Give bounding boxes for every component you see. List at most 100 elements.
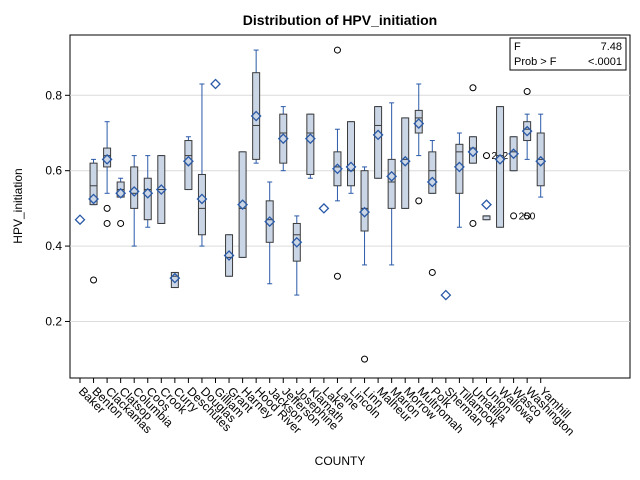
mean-marker (440, 289, 452, 301)
outlier-point (103, 219, 111, 227)
mean-marker (250, 110, 262, 122)
mean-marker (372, 129, 384, 141)
box-group-yamhill (535, 113, 547, 198)
box-group-sherman (440, 289, 452, 301)
box-group-lake (318, 202, 330, 214)
box-group-baker (74, 214, 86, 226)
box-group-curry (169, 271, 181, 289)
mean-marker (386, 170, 398, 182)
box-group-grant (223, 234, 235, 277)
box (238, 151, 247, 258)
box-group-klamath (304, 113, 316, 179)
outlier-point (333, 272, 341, 280)
box-group-jefferson (277, 106, 289, 172)
box (496, 106, 505, 228)
mean-marker (318, 202, 330, 214)
box (333, 151, 342, 187)
box-group-jackson (264, 181, 276, 285)
box-group-benton (88, 158, 99, 284)
box-group-coos (142, 155, 154, 228)
mean-marker (345, 161, 357, 173)
mean-marker (196, 193, 208, 205)
mean-marker (101, 153, 113, 165)
box-group-malheur (372, 106, 384, 179)
outlier-point (483, 152, 490, 160)
box (265, 200, 274, 243)
box-group-wallowa (494, 106, 506, 228)
mean-marker (535, 155, 547, 167)
mean-marker (494, 153, 506, 165)
box (428, 151, 437, 194)
mean-marker (426, 176, 438, 188)
y-axis-ticks: 0.2 0.4 0.6 0.8 (45, 88, 70, 328)
box (374, 106, 383, 179)
outlier-point (523, 88, 531, 96)
box-group-hood-river (250, 49, 262, 164)
mean-marker (88, 193, 99, 205)
box-group-marion (386, 102, 398, 266)
box (197, 173, 206, 236)
mean-marker (115, 187, 127, 199)
box-group-josephine (291, 215, 303, 296)
box-group-clackamas (101, 121, 113, 227)
box (306, 113, 315, 175)
y-axis-label: HPV_initiation (11, 168, 25, 243)
mean-marker (481, 199, 492, 211)
box-group-umatilla (467, 84, 479, 227)
mean-marker (304, 133, 316, 145)
box-group-linn (359, 166, 370, 363)
box-group-lincoln (345, 121, 357, 194)
plot-frame (69, 34, 631, 379)
mean-marker (237, 199, 249, 211)
outlier-point (469, 84, 477, 92)
mean-marker (155, 184, 167, 195)
outlier-label: 250 (519, 211, 536, 222)
stats-f-label: F (514, 41, 521, 53)
x-axis-label: COUNTY (315, 454, 366, 468)
box (292, 222, 301, 262)
box-group-wasco: 250 (508, 136, 536, 222)
mean-marker (291, 236, 303, 248)
box-group-deschutes (182, 136, 194, 191)
mean-marker (169, 272, 181, 284)
box (279, 113, 288, 164)
box-group-columbia (128, 155, 140, 247)
mean-marker (182, 155, 194, 167)
box-group-multnomah (413, 83, 425, 205)
stats-prob-value: <.0001 (588, 56, 622, 68)
box-group-tillamook (453, 132, 465, 228)
box-group-lane (332, 46, 343, 280)
box (252, 72, 261, 160)
mean-marker (508, 148, 520, 160)
y-tick-label: 0.6 (45, 164, 62, 178)
mean-marker (359, 206, 370, 218)
mean-marker (453, 161, 465, 173)
box (347, 121, 355, 187)
outlier-point (90, 276, 98, 284)
boxes-layer: 232250 (74, 46, 547, 363)
outlier-point (523, 212, 531, 220)
mean-marker (332, 163, 343, 175)
outlier-point (103, 204, 111, 212)
stats-prob-label: Prob > F (514, 56, 557, 68)
mean-marker (142, 187, 154, 199)
outlier-point (469, 219, 477, 227)
box (523, 121, 532, 142)
outlier-point (117, 219, 125, 227)
mean-marker (264, 216, 276, 227)
box-group-douglas (196, 83, 208, 247)
box-group-crook (155, 155, 167, 224)
y-tick-label: 0.8 (45, 88, 62, 102)
box (89, 162, 98, 206)
box-group-clatsop (115, 177, 127, 227)
box (482, 215, 491, 221)
mean-marker (128, 186, 140, 197)
outlier-point (415, 197, 423, 205)
box-group-morrow (399, 117, 411, 209)
mean-marker (399, 155, 411, 167)
mean-marker (521, 125, 533, 137)
outlier-point (510, 212, 518, 220)
stats-box-frame (509, 37, 627, 71)
outlier-point (361, 355, 369, 363)
